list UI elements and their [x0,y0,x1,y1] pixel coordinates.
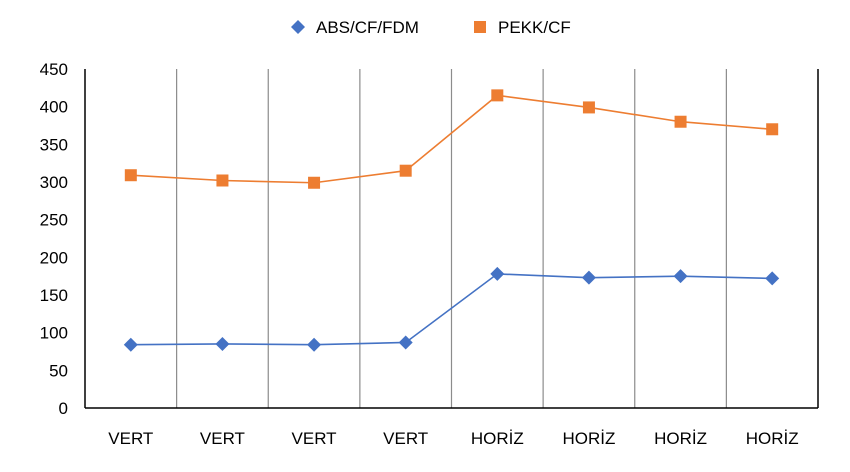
data-point-diamond [490,266,505,281]
y-tick-label: 100 [40,324,68,343]
chart-legend: ABS/CF/FDM PEKK/CF [291,18,571,37]
data-point-diamond [398,335,413,350]
y-tick-label: 200 [40,248,68,267]
data-point-square [216,174,229,187]
series-layer [123,89,780,352]
data-point-diamond [307,337,322,352]
x-tick-label: VERT [108,429,153,448]
axes [84,69,819,409]
series-1 [123,266,780,352]
y-tick-label: 250 [40,211,68,230]
x-tick-label: VERT [292,429,337,448]
data-point-square [308,176,321,189]
series-line [130,273,773,346]
y-tick-label: 300 [40,173,68,192]
data-point-square [766,123,779,136]
x-tick-label: HORİZ [746,429,799,448]
data-point-diamond [673,269,688,284]
legend-label: PEKK/CF [498,18,571,37]
data-point-square [582,101,595,114]
legend-item-1: ABS/CF/FDM [291,18,419,37]
data-point-square [124,169,137,182]
x-tick-label: HORİZ [654,429,707,448]
y-tick-label: 50 [49,361,68,380]
x-axis-ticks: VERT VERT VERT VERT HORİZ HORİZ HORİZ HORİZ [108,429,798,448]
y-tick-label: 450 [40,60,68,79]
y-axis-ticks: 0 50 100 150 200 250 300 350 400 450 [40,60,68,418]
legend-label: ABS/CF/FDM [316,18,419,37]
x-tick-label: VERT [200,429,245,448]
series-2 [124,89,779,189]
data-point-square [399,164,412,177]
x-tick-label: VERT [383,429,428,448]
x-tick-label: HORİZ [562,429,615,448]
data-point-diamond [215,336,230,351]
data-point-diamond [123,337,138,352]
legend-item-2: PEKK/CF [474,18,571,37]
x-tick-label: HORİZ [471,429,524,448]
series-line [130,94,773,184]
data-point-square [674,115,687,128]
grid-lines [176,69,727,408]
y-tick-label: 350 [40,135,68,154]
data-point-diamond [765,271,780,286]
y-tick-label: 150 [40,286,68,305]
data-point-diamond [581,270,596,285]
y-tick-label: 0 [59,399,68,418]
legend-marker-square [474,21,486,33]
legend-marker-diamond [291,20,305,34]
y-tick-label: 400 [40,98,68,117]
data-point-square [491,89,504,102]
